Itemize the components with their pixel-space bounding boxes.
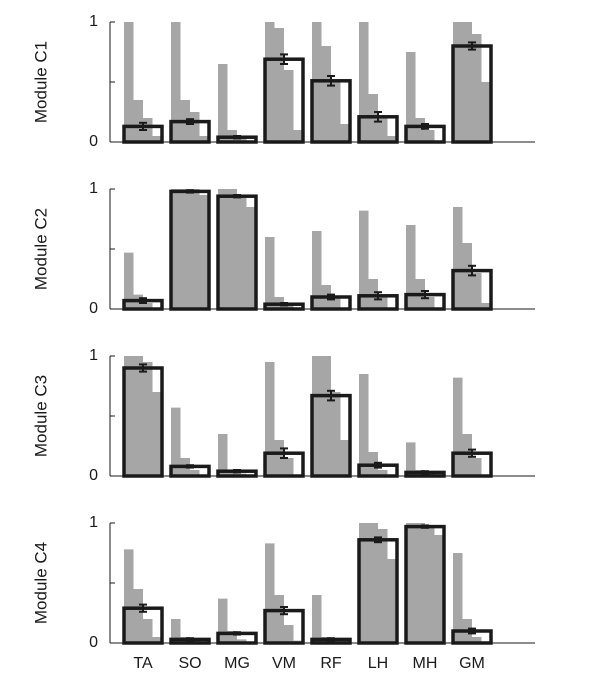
error-bar xyxy=(374,291,382,301)
x-tick-label: TA xyxy=(133,655,153,672)
error-bar xyxy=(374,461,382,469)
error-bar xyxy=(468,627,476,635)
distribution xyxy=(312,595,350,643)
distribution xyxy=(359,374,397,476)
error-bar xyxy=(139,603,147,613)
error-bar xyxy=(139,363,147,373)
error-bar xyxy=(468,264,476,277)
error-bar xyxy=(139,297,147,304)
distribution xyxy=(453,22,491,142)
error-bar xyxy=(186,118,194,125)
x-tick-label: RF xyxy=(320,655,342,672)
distribution xyxy=(312,356,350,476)
error-bar xyxy=(233,194,241,199)
distribution xyxy=(359,523,397,643)
error-bar xyxy=(421,123,429,130)
distribution xyxy=(218,64,256,142)
x-tick-label: VM xyxy=(272,655,296,672)
error-bar xyxy=(421,524,429,529)
distribution xyxy=(265,237,303,309)
distribution xyxy=(124,356,162,476)
distribution xyxy=(406,52,444,142)
error-bar xyxy=(327,637,335,642)
error-bar xyxy=(280,302,288,307)
x-tick-label: MH xyxy=(413,655,438,672)
distribution xyxy=(124,549,162,643)
y-axis-label: Module C3 xyxy=(31,375,50,457)
distribution xyxy=(359,210,397,309)
error-bar xyxy=(421,290,429,300)
distribution xyxy=(218,434,256,476)
distribution xyxy=(124,22,162,142)
distribution xyxy=(265,543,303,643)
distribution xyxy=(406,442,444,476)
distribution xyxy=(359,22,397,142)
distribution xyxy=(406,523,444,643)
y-tick-label: 1 xyxy=(89,347,98,364)
distribution xyxy=(171,22,209,142)
distribution xyxy=(406,225,444,309)
error-bar xyxy=(186,464,194,469)
y-tick-label: 0 xyxy=(89,634,98,651)
y-tick-label: 1 xyxy=(89,514,98,531)
error-bar xyxy=(374,111,382,123)
distribution xyxy=(265,362,303,476)
error-bar xyxy=(280,53,288,65)
error-bar xyxy=(233,631,241,636)
x-tick-label: LH xyxy=(368,655,388,672)
y-tick-label: 0 xyxy=(89,300,98,317)
error-bar xyxy=(468,448,476,458)
distribution xyxy=(453,553,491,643)
distribution xyxy=(453,377,491,476)
x-tick-label: GM xyxy=(459,655,485,672)
x-tick-label: SO xyxy=(178,655,201,672)
y-tick-label: 0 xyxy=(89,133,98,150)
distribution xyxy=(453,207,491,309)
error-bar xyxy=(327,389,335,402)
distribution xyxy=(218,189,256,309)
error-bar xyxy=(186,637,194,642)
error-bar xyxy=(233,469,241,474)
y-tick-label: 1 xyxy=(89,13,98,30)
error-bar xyxy=(421,470,429,475)
distribution xyxy=(171,619,209,643)
distribution xyxy=(171,407,209,476)
y-axis-label: Module C2 xyxy=(31,208,50,290)
y-axis-label: Module C1 xyxy=(31,41,50,123)
error-bar xyxy=(280,447,288,459)
error-bar xyxy=(468,41,476,51)
distribution xyxy=(171,189,209,309)
error-bar xyxy=(280,606,288,616)
y-axis-label: Module C4 xyxy=(31,542,50,624)
error-bar xyxy=(186,189,194,194)
error-bar xyxy=(327,75,335,87)
y-tick-label: 1 xyxy=(89,180,98,197)
distribution xyxy=(124,252,162,309)
distribution xyxy=(312,231,350,309)
error-bar xyxy=(327,293,335,301)
error-bar xyxy=(233,135,241,140)
y-tick-label: 0 xyxy=(89,467,98,484)
error-bar xyxy=(374,536,382,544)
x-tick-label: MG xyxy=(224,655,250,672)
distribution xyxy=(218,598,256,643)
error-bar xyxy=(139,121,147,131)
distribution xyxy=(265,22,303,142)
